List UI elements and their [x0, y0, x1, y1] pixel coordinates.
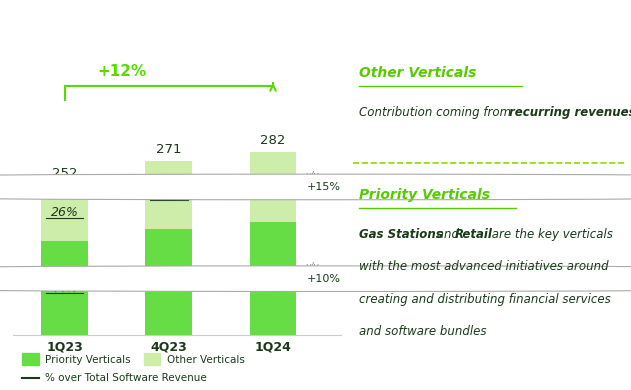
FancyBboxPatch shape — [0, 174, 631, 200]
Text: 46%: 46% — [155, 276, 183, 289]
Bar — [250, 152, 297, 222]
Text: Other Verticals: Other Verticals — [167, 355, 245, 365]
Text: +12%: +12% — [97, 64, 146, 80]
Text: Priority Verticals: Priority Verticals — [359, 188, 490, 202]
Text: 271: 271 — [156, 143, 182, 156]
Bar — [41, 185, 88, 241]
Text: and software bundles: and software bundles — [359, 325, 487, 338]
Bar — [23, 353, 39, 365]
Text: y/y: y/y — [305, 262, 319, 271]
Text: with the most advanced initiatives around: with the most advanced initiatives aroun… — [359, 260, 608, 273]
Text: % over Total Software Revenue: % over Total Software Revenue — [45, 373, 207, 383]
Bar — [41, 241, 88, 335]
Text: +15%: +15% — [307, 182, 341, 192]
Bar — [145, 161, 192, 229]
Bar — [250, 222, 297, 335]
Text: Other Verticals: Other Verticals — [359, 66, 476, 80]
Text: 47%: 47% — [259, 272, 287, 285]
Text: are the key verticals: are the key verticals — [488, 228, 613, 241]
Text: 252: 252 — [52, 167, 78, 180]
Text: 29%: 29% — [259, 181, 287, 193]
Text: Priority Verticals: Priority Verticals — [45, 355, 131, 365]
Text: +10%: +10% — [307, 274, 341, 284]
Text: and: and — [433, 228, 463, 241]
Text: 282: 282 — [261, 134, 286, 147]
Text: Contribution coming from: Contribution coming from — [359, 106, 515, 119]
Bar — [144, 353, 160, 365]
Text: Retail: Retail — [455, 228, 493, 241]
Text: 26%: 26% — [50, 206, 79, 220]
Text: Gas Stations: Gas Stations — [359, 228, 442, 241]
FancyBboxPatch shape — [0, 266, 631, 291]
Text: creating and distributing financial services: creating and distributing financial serv… — [359, 292, 611, 305]
Text: 44%: 44% — [50, 282, 79, 294]
Text: y/y: y/y — [305, 170, 319, 179]
Text: 29%: 29% — [155, 188, 183, 202]
Bar — [145, 229, 192, 335]
Text: recurring revenues: recurring revenues — [509, 106, 631, 119]
